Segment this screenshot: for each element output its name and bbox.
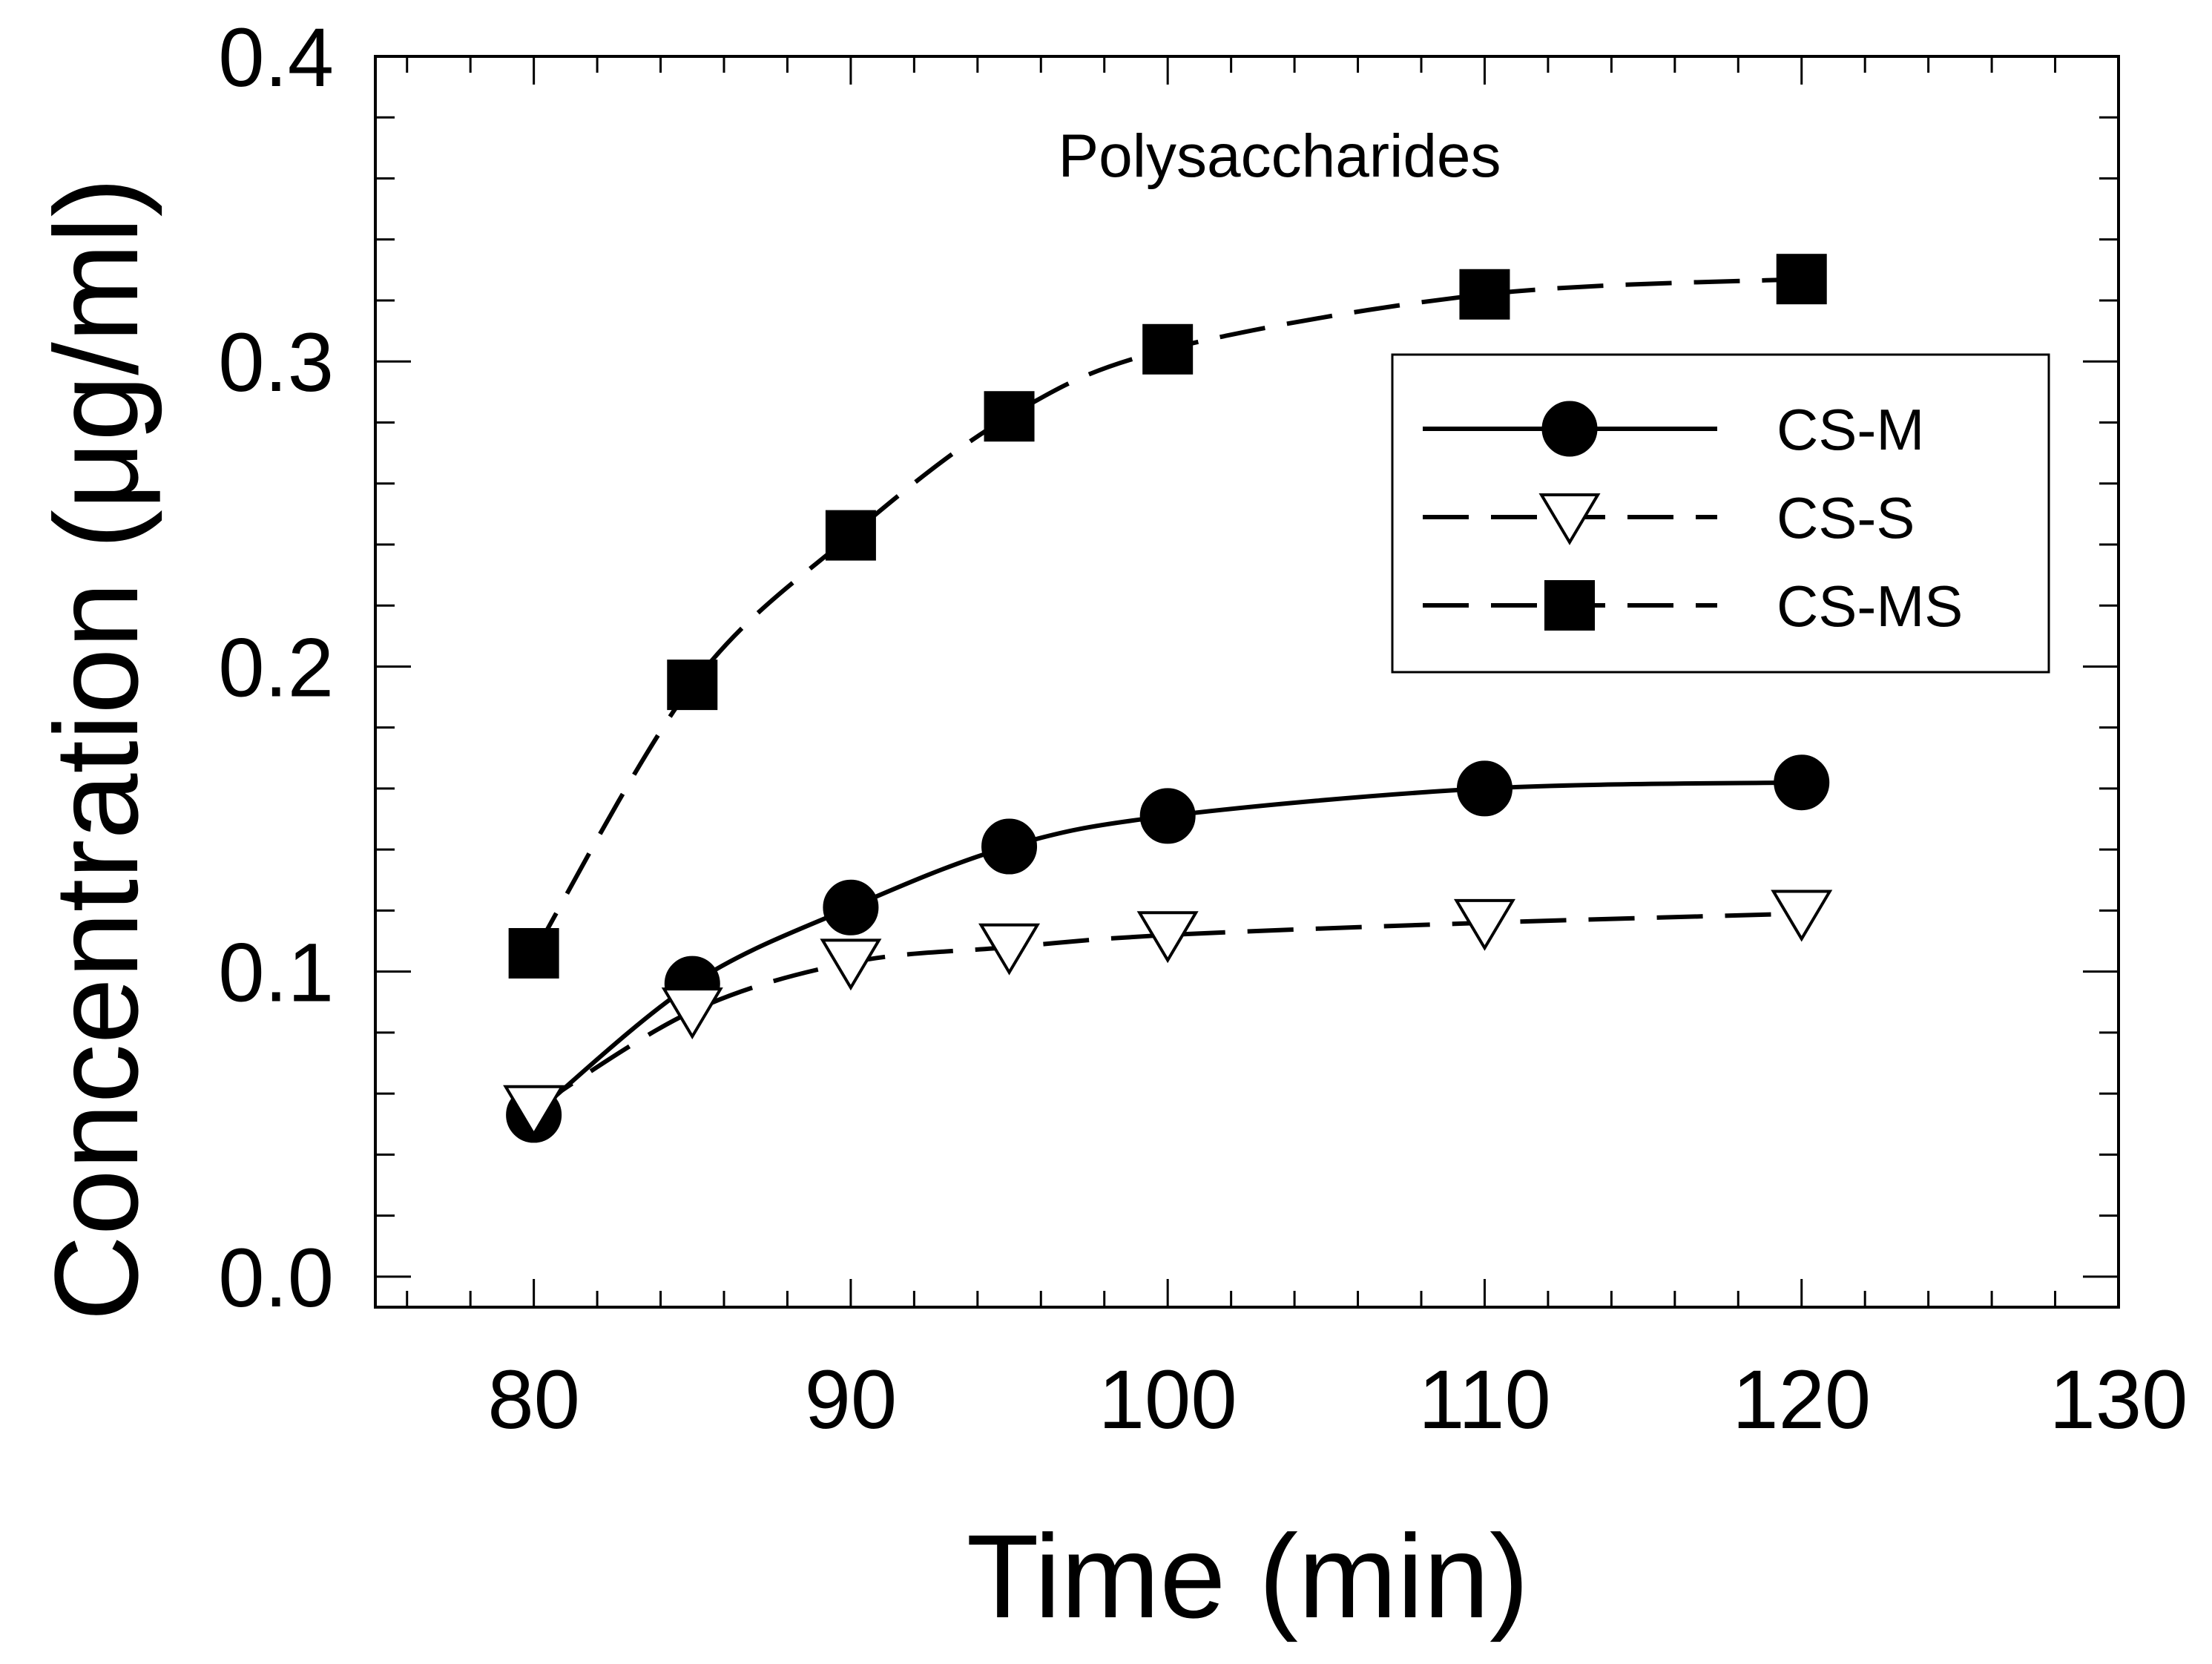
- legend-label-cs-ms: CS-MS: [1777, 573, 1963, 639]
- marker-cs-ms: [825, 510, 876, 561]
- marker-cs-m: [1456, 760, 1512, 817]
- marker-cs-s: [1771, 889, 1833, 942]
- marker-cs-s: [1136, 911, 1199, 964]
- y-tick-label: 0.3: [218, 316, 334, 409]
- x-tick-label: 90: [805, 1353, 898, 1446]
- legend-marker-cs-ms: [1544, 580, 1595, 631]
- marker-cs-ms: [1776, 254, 1827, 305]
- marker-cs-s: [661, 987, 723, 1040]
- x-tick-label: 80: [487, 1353, 580, 1446]
- legend-marker-cs-m: [1541, 401, 1598, 457]
- marker-cs-m: [981, 818, 1038, 875]
- marker-cs-m: [1139, 788, 1196, 844]
- marker-cs-s: [978, 923, 1041, 976]
- x-tick-label: 100: [1099, 1353, 1237, 1446]
- x-tick-label: 120: [1732, 1353, 1871, 1446]
- marker-cs-m: [823, 879, 879, 935]
- marker-cs-m: [1774, 754, 1830, 811]
- x-tick-label: 130: [2050, 1353, 2188, 1446]
- legend-items: CS-M CS-S CS-MS: [1423, 397, 1963, 639]
- legend-label-cs-s: CS-S: [1777, 485, 1915, 550]
- y-axis-label: Concentration (μg/ml): [30, 177, 162, 1321]
- axis-ticks: [375, 55, 2120, 1307]
- y-tick-label: 0.2: [218, 621, 334, 714]
- y-tick-label: 0.4: [218, 11, 334, 104]
- marker-cs-s: [1453, 898, 1515, 951]
- marker-cs-ms: [984, 391, 1035, 442]
- marker-cs-s: [503, 1085, 565, 1137]
- y-tick-label: 0.1: [218, 927, 334, 1019]
- marker-cs-ms: [508, 927, 559, 979]
- marker-cs-ms: [1142, 323, 1194, 375]
- legend-box: [1391, 353, 2050, 674]
- legend-label-cs-m: CS-M: [1777, 397, 1924, 462]
- y-tick-label: 0.0: [218, 1231, 334, 1324]
- marker-cs-ms: [1459, 269, 1510, 320]
- x-tick-label: 110: [1418, 1353, 1551, 1446]
- x-axis-label: Time (min): [967, 1510, 1529, 1642]
- legend-marker-cs-s: [1538, 493, 1601, 545]
- x-tick-labels: 80 90 100 110 120 130: [487, 1353, 2188, 1446]
- legend: CS-M CS-S CS-MS: [1391, 353, 2050, 674]
- marker-cs-s: [820, 938, 882, 991]
- series-line-cs-s: [533, 911, 1802, 1111]
- series-markers: [503, 254, 1833, 1143]
- plot-frame: [374, 55, 2120, 1309]
- marker-cs-ms: [667, 660, 718, 711]
- chart-title: Polysaccharides: [1058, 122, 1501, 190]
- y-tick-labels: 0.0 0.1 0.2 0.3 0.4: [218, 11, 334, 1324]
